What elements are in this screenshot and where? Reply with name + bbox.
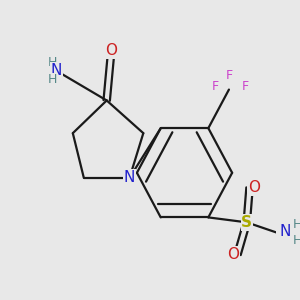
Text: F: F: [242, 80, 249, 93]
Text: H: H: [48, 56, 57, 69]
Text: O: O: [248, 180, 260, 195]
Text: N: N: [124, 170, 135, 185]
Text: S: S: [241, 215, 252, 230]
Text: N: N: [51, 63, 62, 78]
Text: H: H: [292, 234, 300, 247]
Text: H: H: [292, 218, 300, 231]
Text: O: O: [227, 247, 239, 262]
Text: O: O: [105, 44, 117, 59]
Text: N: N: [280, 224, 291, 239]
Text: F: F: [225, 69, 233, 82]
Text: F: F: [212, 80, 219, 93]
Text: H: H: [48, 73, 57, 86]
